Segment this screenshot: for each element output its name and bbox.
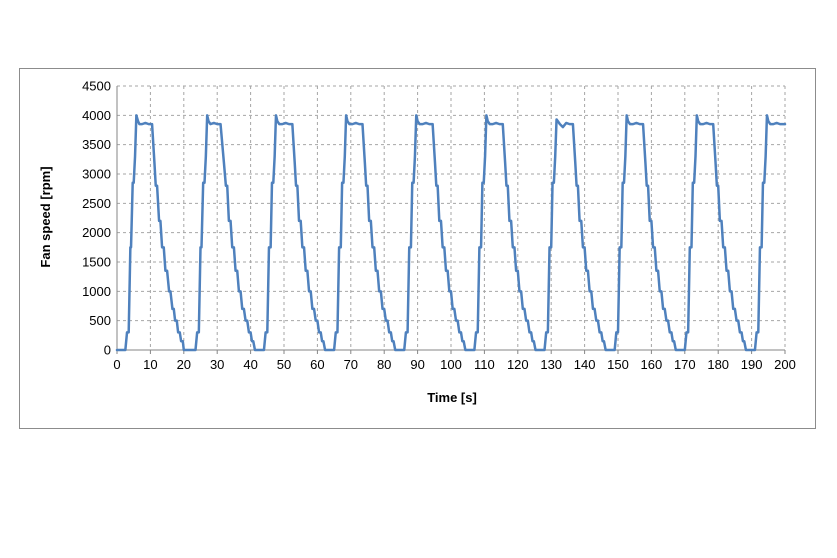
y-axis-title: Fan speed [rpm] — [38, 166, 53, 267]
x-tick-label: 100 — [440, 357, 462, 372]
x-tick-label: 110 — [474, 357, 495, 372]
y-tick-label: 2000 — [82, 225, 111, 240]
x-tick-label: 70 — [344, 357, 358, 372]
x-tick-label: 0 — [113, 357, 120, 372]
y-tick-label: 0 — [104, 343, 111, 358]
grid-layer — [117, 85, 786, 350]
x-tick-label: 120 — [507, 357, 529, 372]
chart-frame: 0 500 1000 1500 2000 2500 3000 3500 4000 4500 0 10 2… — [19, 68, 816, 429]
x-tick-label: 150 — [607, 357, 629, 372]
series-layer — [115, 114, 787, 352]
x-axis-title: Time [s] — [427, 390, 477, 405]
x-tick-label: 190 — [741, 357, 763, 372]
x-tick-label: 140 — [574, 357, 596, 372]
label-layer: 0 500 1000 1500 2000 2500 3000 3500 4000 4500 0 10 2… — [82, 79, 796, 373]
x-tick-label: 40 — [243, 357, 257, 372]
x-tick-label: 90 — [410, 357, 424, 372]
y-tick-label: 3500 — [82, 137, 111, 152]
y-tick-label: 2500 — [82, 196, 111, 211]
x-tick-label: 170 — [674, 357, 696, 372]
y-tick-label: 1000 — [82, 284, 111, 299]
x-tick-label: 30 — [210, 357, 224, 372]
x-tick-label: 60 — [310, 357, 324, 372]
y-tick-label: 4500 — [82, 79, 111, 94]
y-tick-label: 4000 — [82, 108, 111, 123]
x-tick-label: 130 — [540, 357, 562, 372]
y-tick-label: 500 — [89, 313, 111, 328]
x-tick-label: 20 — [177, 357, 191, 372]
x-tick-label: 160 — [641, 357, 663, 372]
y-tick-label: 3000 — [82, 167, 111, 182]
x-tick-label: 50 — [277, 357, 291, 372]
x-tick-label: 200 — [774, 357, 796, 372]
x-tick-label: 180 — [707, 357, 729, 372]
x-tick-label: 10 — [143, 357, 157, 372]
fan-speed-chart: 0 500 1000 1500 2000 2500 3000 3500 4000 4500 0 10 2… — [38, 79, 796, 406]
x-tick-label: 80 — [377, 357, 391, 372]
y-tick-label: 1500 — [82, 255, 111, 270]
series-line-fan-speed — [115, 114, 787, 352]
